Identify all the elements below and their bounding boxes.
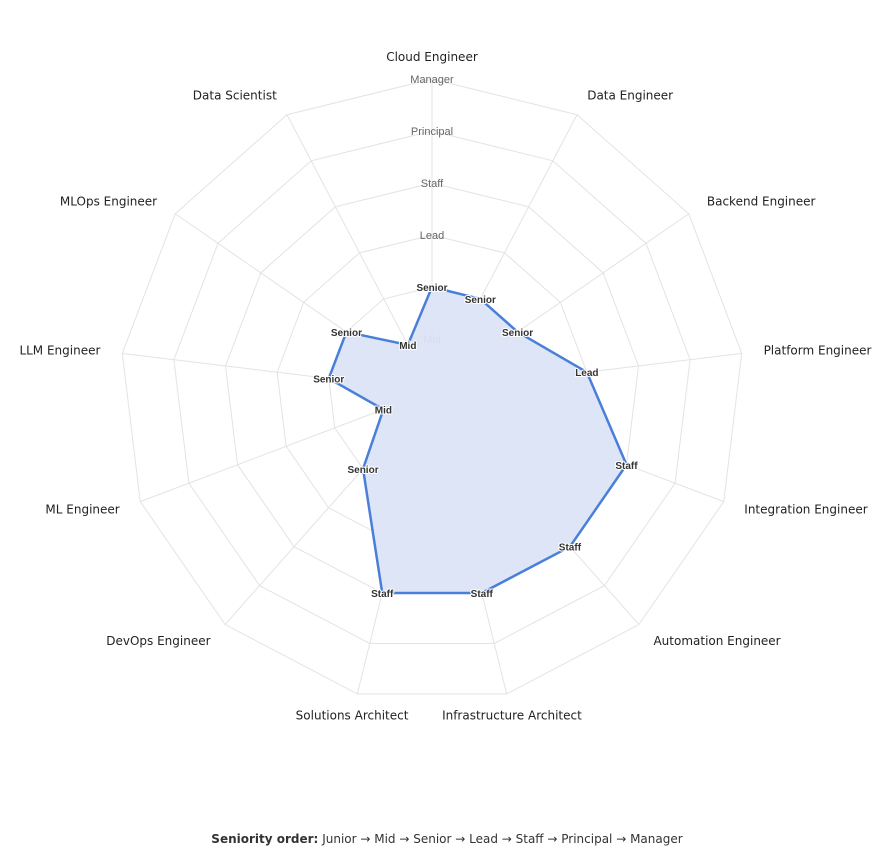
ring-label-manager: Manager — [410, 74, 454, 86]
axis-label: Automation Engineer — [653, 634, 780, 648]
point-label: Lead — [575, 368, 598, 379]
ring-label-lead: Lead — [420, 230, 444, 242]
point-label: Senior — [502, 328, 533, 339]
point-labels: Senior Senior Senior Lead Staff Staff Staff Sta… — [312, 282, 639, 601]
ring-label-principal: Principal — [411, 126, 453, 138]
seniority-footnote: Seniority order: Junior → Mid → Senior →… — [0, 832, 894, 846]
ring-labels: MidLeadStaffPrincipalManager — [410, 74, 454, 346]
point-label: Senior — [347, 465, 378, 476]
grid-ring-principal — [173, 130, 691, 644]
data-series — [327, 285, 628, 595]
axis-labels: Cloud Engineer Data Engineer Backend Engin… — [19, 50, 871, 722]
axis-label: Data Engineer — [587, 88, 673, 102]
axis-label: Solutions Architect — [296, 708, 409, 722]
point-label: Staff — [471, 589, 494, 600]
axis-label: MLOps Engineer — [60, 194, 157, 208]
point-label: Senior — [465, 295, 496, 306]
point-label: Staff — [559, 543, 582, 554]
axis-label: Data Scientist — [193, 88, 277, 102]
footnote-text: Junior → Mid → Senior → Lead → Staff → P… — [322, 832, 683, 846]
axis-label: LLM Engineer — [19, 344, 100, 358]
point-label: Mid — [399, 341, 416, 352]
axis-label: Integration Engineer — [744, 502, 867, 516]
axis-label: ML Engineer — [45, 502, 119, 516]
point-label: Senior — [416, 283, 447, 294]
footnote-label: Seniority order: — [211, 832, 319, 846]
axis-label: Cloud Engineer — [386, 50, 478, 64]
ring-label-staff: Staff — [421, 178, 444, 190]
point-label: Mid — [375, 405, 392, 416]
axis-label: Backend Engineer — [707, 194, 816, 208]
grid-ring-manager — [121, 78, 743, 695]
point-label: Senior — [313, 374, 344, 385]
axis-label: Infrastructure Architect — [442, 708, 582, 722]
point-label: Staff — [615, 461, 638, 472]
point-label: Staff — [371, 589, 394, 600]
point-label: Senior — [331, 328, 362, 339]
series-area — [327, 285, 628, 595]
axis-label: DevOps Engineer — [106, 634, 210, 648]
axis-label: Platform Engineer — [764, 344, 872, 358]
